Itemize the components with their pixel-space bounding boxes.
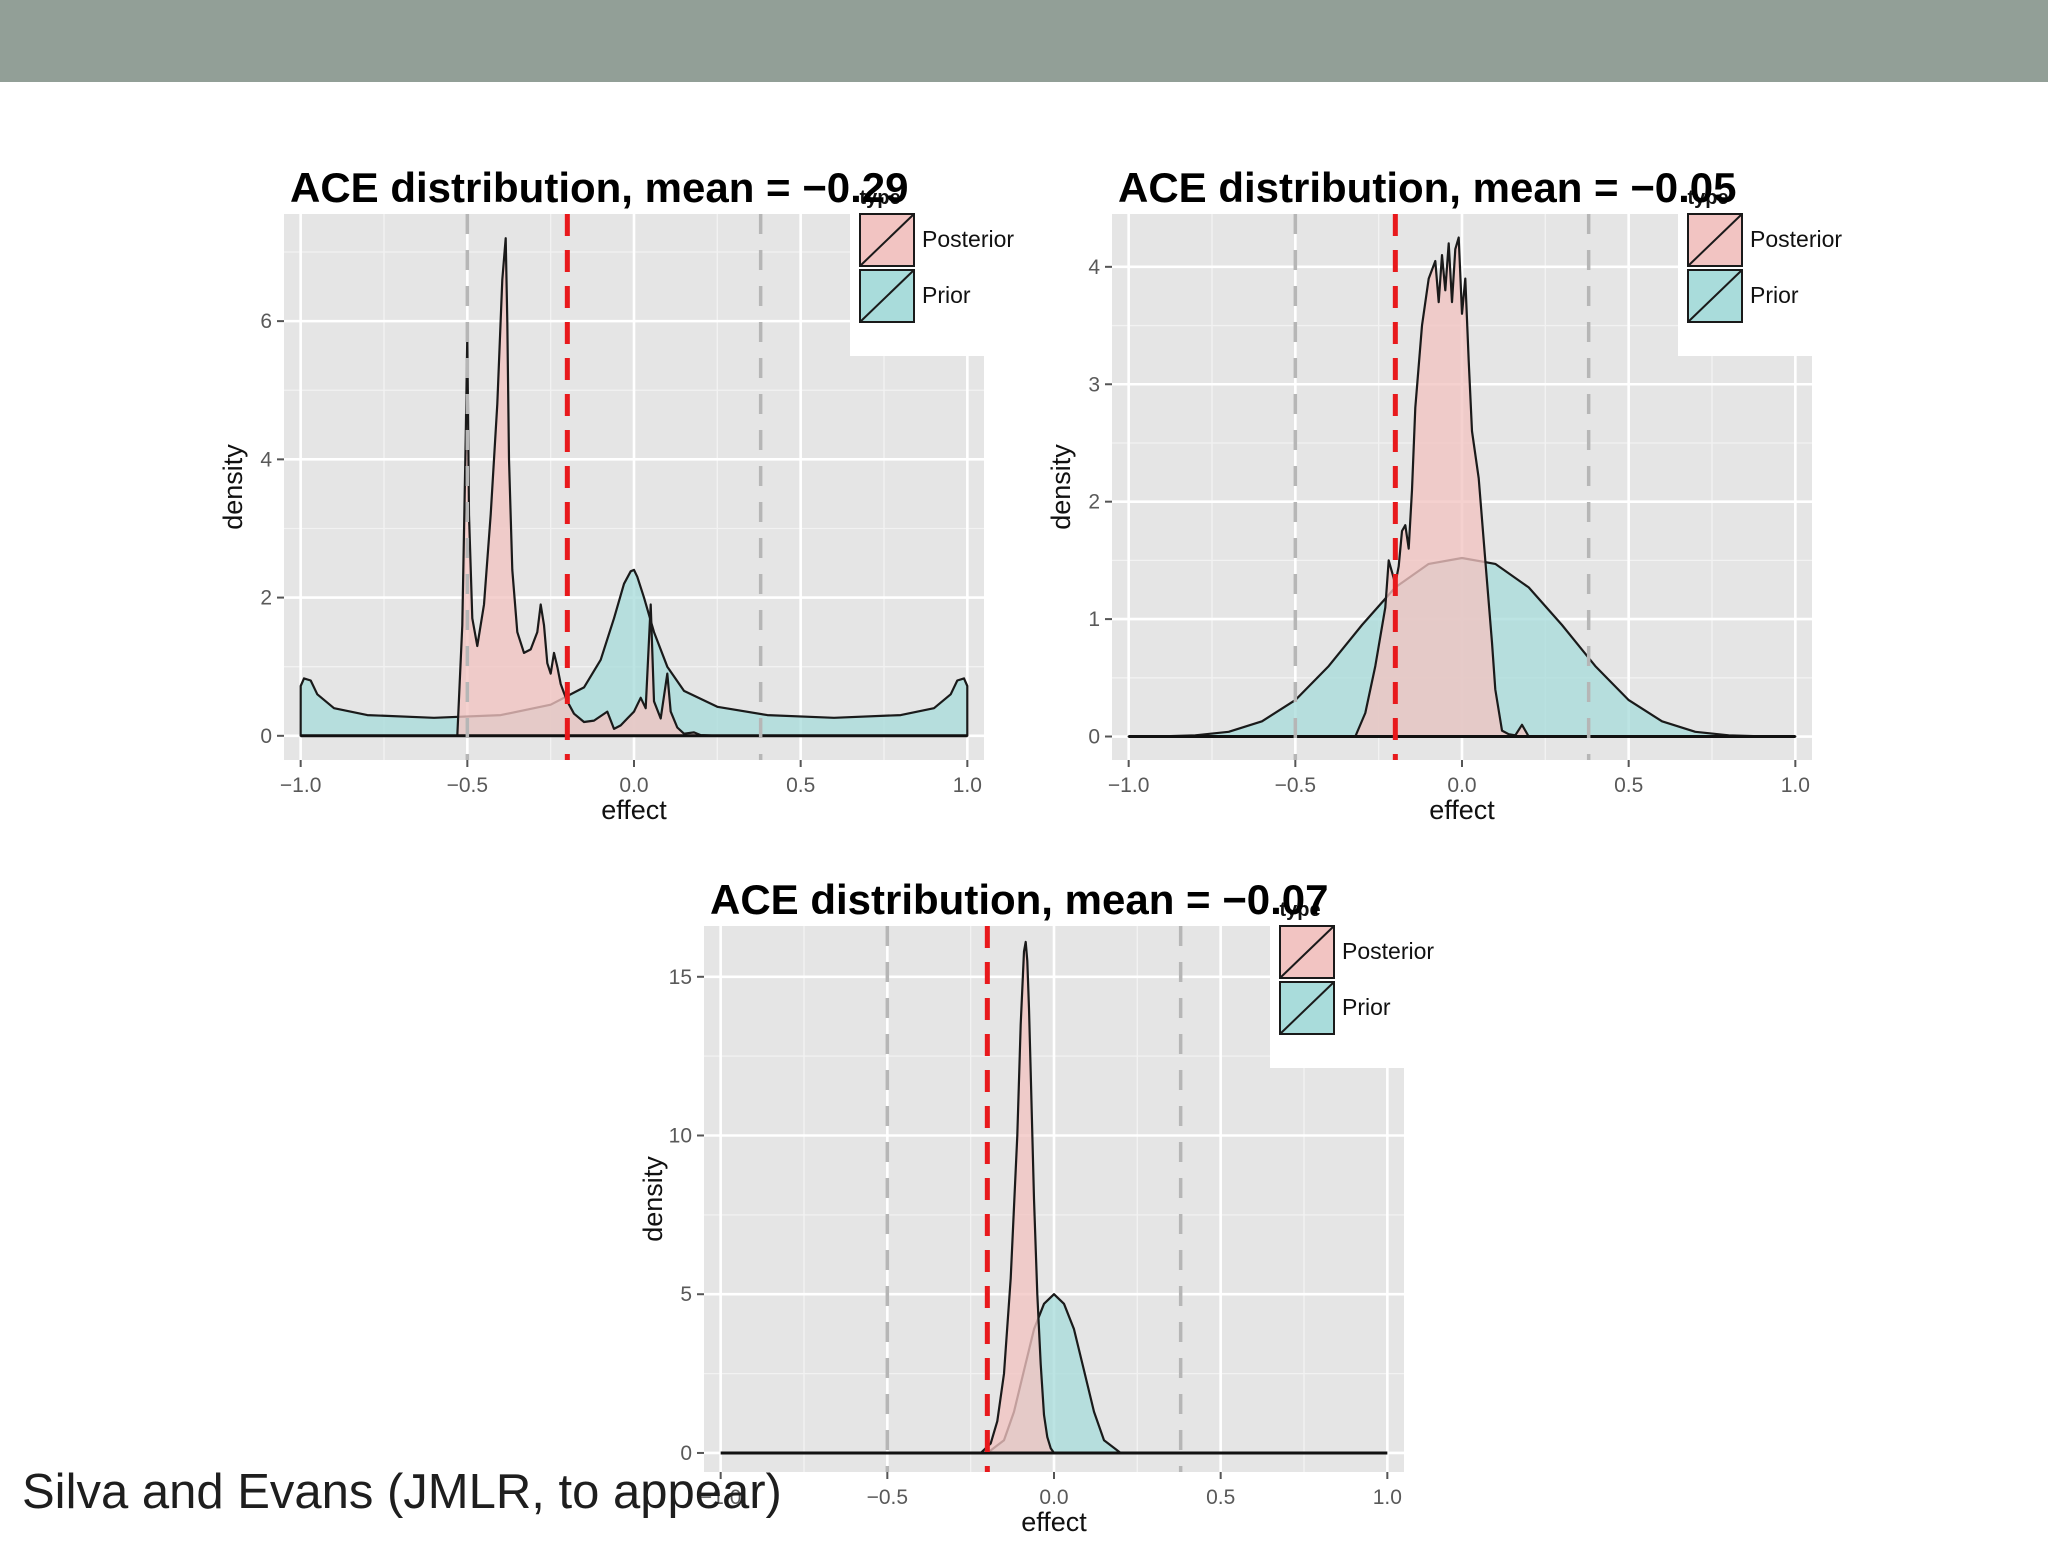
legend-label-prior: Prior bbox=[1342, 994, 1391, 1020]
legend-key-diagonal bbox=[859, 269, 915, 323]
y-tick-label: 0 bbox=[1088, 726, 1100, 749]
chart-title: ACE distribution, mean = −0.07 bbox=[710, 876, 1329, 923]
legend-label-posterior: Posterior bbox=[1342, 938, 1434, 964]
y-tick-label: 10 bbox=[669, 1125, 692, 1148]
legend-label-prior: Prior bbox=[1750, 282, 1799, 308]
x-tick-label: 0.0 bbox=[1447, 774, 1476, 797]
ace-chart-2: −1.0 −0.5 0.0 0.5 1.0 0 1 2 3 4 effect density type P… bbox=[1046, 164, 1852, 825]
legend-key-diagonal bbox=[1687, 213, 1743, 267]
ace-chart-1: −1.0 −0.5 0.0 0.5 1.0 0 2 4 6 effect density type Po… bbox=[218, 164, 1024, 825]
x-tick-label: −1.0 bbox=[280, 774, 321, 797]
legend-label-posterior: Posterior bbox=[922, 226, 1014, 252]
x-tick-label: −1.0 bbox=[1108, 774, 1149, 797]
citation-text: Silva and Evans (JMLR, to appear) bbox=[22, 1465, 782, 1519]
y-tick-label: 2 bbox=[1088, 491, 1100, 514]
chart-title: ACE distribution, mean = −0.29 bbox=[290, 164, 909, 211]
x-axis-title: effect bbox=[1429, 795, 1495, 825]
legend-label-posterior: Posterior bbox=[1750, 226, 1842, 252]
x-tick-label: −0.5 bbox=[447, 774, 488, 797]
density-area-prior bbox=[299, 568, 969, 737]
y-tick-label: 0 bbox=[680, 1442, 692, 1465]
legend-title: type bbox=[1279, 899, 1320, 921]
y-tick-label: 5 bbox=[680, 1283, 692, 1306]
legend-key-diagonal bbox=[1687, 269, 1743, 323]
y-axis-title: density bbox=[218, 444, 248, 530]
x-tick-label: 0.5 bbox=[786, 774, 815, 797]
x-tick-label: 1.0 bbox=[1373, 1486, 1402, 1509]
y-tick-label: 0 bbox=[260, 725, 272, 748]
ace-chart-3: −1.0 −0.5 0.0 0.5 1.0 0 5 10 15 effect density type… bbox=[638, 876, 1444, 1537]
y-tick-label: 15 bbox=[669, 966, 692, 989]
y-tick-label: 4 bbox=[1088, 256, 1100, 279]
header-band bbox=[0, 0, 2048, 82]
legend-key-diagonal bbox=[1279, 925, 1335, 979]
x-tick-label: −1.0 bbox=[700, 1486, 741, 1509]
x-tick-label: 1.0 bbox=[1781, 774, 1810, 797]
y-tick-label: 2 bbox=[260, 587, 272, 610]
y-axis-title: density bbox=[638, 1156, 668, 1242]
x-tick-label: 0.5 bbox=[1206, 1486, 1235, 1509]
chart-title: ACE distribution, mean = −0.05 bbox=[1118, 164, 1737, 211]
density-area-posterior bbox=[979, 940, 1056, 1455]
legend-label-prior: Prior bbox=[922, 282, 971, 308]
legend-key-diagonal bbox=[1279, 981, 1335, 1035]
y-tick-label: 4 bbox=[260, 448, 272, 471]
y-tick-label: 1 bbox=[1088, 608, 1100, 631]
legend-title: type bbox=[1687, 187, 1728, 209]
x-tick-label: 1.0 bbox=[953, 774, 982, 797]
x-tick-label: 0.5 bbox=[1614, 774, 1643, 797]
legend-key-diagonal bbox=[859, 213, 915, 267]
y-axis-title: density bbox=[1046, 444, 1076, 530]
x-tick-label: 0.0 bbox=[619, 774, 648, 797]
x-tick-label: 0.0 bbox=[1039, 1486, 1068, 1509]
x-axis-title: effect bbox=[1021, 1507, 1087, 1537]
legend-title: type bbox=[859, 187, 900, 209]
x-tick-label: −0.5 bbox=[867, 1486, 908, 1509]
y-tick-label: 3 bbox=[1088, 373, 1100, 396]
y-tick-label: 6 bbox=[260, 310, 272, 333]
x-axis-title: effect bbox=[601, 795, 667, 825]
x-tick-label: −0.5 bbox=[1275, 774, 1316, 797]
density-area-posterior bbox=[456, 237, 719, 737]
